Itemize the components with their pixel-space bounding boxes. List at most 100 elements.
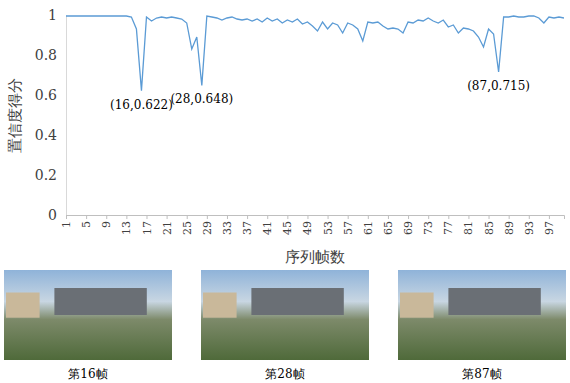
x-tick: 73	[422, 215, 435, 235]
x-tick-mark	[328, 215, 329, 219]
frame-caption: 第28帧	[265, 367, 304, 381]
x-tick: 25	[181, 215, 194, 235]
y-tick: 0.8	[35, 47, 66, 63]
frame-building	[251, 288, 343, 315]
x-tick-label: 89	[503, 221, 516, 235]
y-tick: 1	[48, 7, 66, 23]
x-tick-mark	[167, 215, 168, 219]
y-axis-line	[66, 16, 67, 216]
x-tick: 13	[120, 215, 133, 235]
x-tick-label: 37	[241, 221, 254, 235]
y-tick: 0.2	[35, 167, 66, 183]
frame-panel: 第87帧	[398, 270, 566, 381]
frame-building	[448, 288, 540, 315]
frame-photo	[398, 270, 566, 360]
y-tick: 0.6	[35, 87, 66, 103]
x-tick-mark	[408, 215, 409, 219]
x-tick-mark	[247, 215, 248, 219]
x-axis-line	[67, 216, 565, 220]
x-tick-label: 1	[60, 221, 73, 228]
frame-panel: 第28帧	[201, 270, 369, 381]
x-tick-mark	[549, 215, 550, 219]
x-axis-title: 序列帧数	[285, 248, 345, 266]
x-tick-mark	[368, 215, 369, 219]
x-tick-label: 25	[181, 221, 194, 235]
x-tick: 1	[60, 215, 73, 228]
x-tick: 93	[523, 215, 536, 235]
y-axis-title: 置信度得分	[6, 78, 24, 153]
x-tick: 65	[382, 215, 395, 235]
x-tick: 29	[201, 215, 214, 235]
x-tick: 77	[442, 215, 455, 235]
y-tick: 0.4	[35, 127, 66, 143]
x-tick-label: 9	[100, 221, 113, 228]
frame-photo	[4, 270, 172, 360]
x-tick-mark	[509, 215, 510, 219]
x-tick-mark	[66, 215, 67, 219]
y-tick-label: 0.2	[35, 167, 57, 183]
x-tick-mark	[227, 215, 228, 219]
y-axis: 0 0.2 0.4 0.6 0.8 1	[35, 7, 67, 223]
x-tick-label: 49	[301, 221, 314, 235]
y-tick-label: 0.8	[35, 47, 57, 63]
x-tick-mark	[529, 215, 530, 219]
x-tick-mark	[106, 215, 107, 219]
x-tick-label: 45	[281, 221, 294, 235]
x-tick-label: 85	[483, 221, 496, 235]
frame-panel: 第16帧	[4, 270, 172, 381]
x-tick-mark	[388, 215, 389, 219]
x-tick: 89	[503, 215, 516, 235]
x-tick-label: 77	[442, 221, 455, 235]
x-tick-mark	[126, 215, 127, 219]
annotation: (16,0.622)	[110, 98, 173, 112]
x-tick-label: 33	[221, 221, 234, 235]
y-tick-label: 1	[48, 7, 57, 23]
x-tick-label: 41	[261, 221, 274, 235]
x-tick-label: 53	[322, 221, 335, 235]
x-tick-label: 17	[141, 221, 154, 235]
figure: 00.20.40.60.8115913172125293337414549535…	[0, 0, 570, 383]
x-tick-label: 13	[120, 221, 133, 235]
y-tick: 0	[48, 207, 66, 223]
x-tick: 37	[241, 215, 254, 235]
y-tick-label: 0	[48, 207, 57, 223]
x-tick-mark	[287, 215, 288, 219]
x-tick-mark	[187, 215, 188, 219]
frame-building	[400, 293, 434, 318]
x-tick-label: 61	[362, 221, 375, 235]
x-tick-label: 73	[422, 221, 435, 235]
frame-building	[6, 293, 40, 318]
y-tick-label: 0.4	[35, 127, 57, 143]
x-tick-mark	[468, 215, 469, 219]
frame-photo	[201, 270, 369, 360]
x-axis: 159 13 17 21 25 29 33 37 41 45 49 53 57 61 65 69 73 77 81 8…	[60, 215, 564, 235]
x-tick-mark	[207, 215, 208, 219]
x-tick: 21	[161, 215, 174, 235]
x-tick-label: 97	[543, 221, 556, 235]
x-tick: 57	[342, 215, 355, 235]
x-tick: 49	[301, 215, 314, 235]
frame-caption: 第87帧	[462, 367, 501, 381]
x-tick: 85	[483, 215, 496, 235]
x-tick-mark	[86, 215, 87, 219]
x-tick-label: 69	[402, 221, 415, 235]
x-tick: 17	[141, 215, 154, 235]
x-tick: 9	[100, 215, 113, 228]
x-tick-label: 21	[161, 221, 174, 235]
x-tick-label: 65	[382, 221, 395, 235]
annotation: (28,0.648)	[170, 92, 233, 106]
y-tick-label: 0.6	[35, 87, 57, 103]
x-tick: 97	[543, 215, 556, 235]
frame-building	[203, 293, 237, 318]
x-tick-label: 5	[80, 221, 93, 228]
x-tick: 81	[462, 215, 475, 235]
annotation: (87,0.715)	[467, 79, 530, 93]
x-tick-label: 81	[462, 221, 475, 235]
x-tick: 61	[362, 215, 375, 235]
annotations: (16,0.622)(28,0.648) (87,0.715)	[110, 79, 530, 112]
x-tick-mark	[146, 215, 147, 219]
frame-building	[54, 288, 146, 315]
x-tick: 69	[402, 215, 415, 235]
x-tick-label: 57	[342, 221, 355, 235]
x-tick: 45	[281, 215, 294, 235]
